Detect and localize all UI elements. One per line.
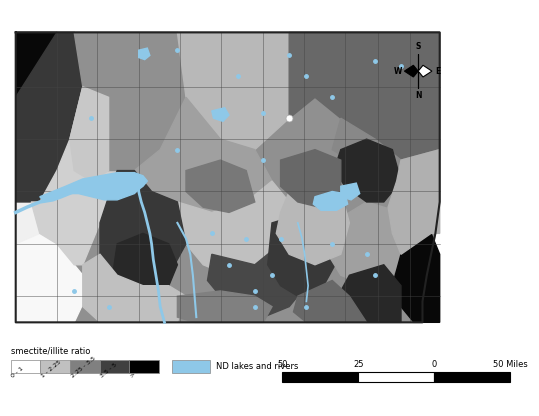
Text: > 5: > 5 bbox=[129, 368, 141, 379]
Text: 2.25 - 3.5: 2.25 - 3.5 bbox=[70, 356, 96, 379]
Polygon shape bbox=[332, 118, 440, 202]
Polygon shape bbox=[404, 65, 418, 77]
Bar bbox=[129, 360, 159, 373]
Text: 0: 0 bbox=[432, 360, 437, 369]
Text: W: W bbox=[394, 67, 403, 76]
Text: 0 - 1: 0 - 1 bbox=[11, 366, 25, 379]
Polygon shape bbox=[83, 254, 186, 322]
Bar bbox=[282, 372, 358, 382]
Text: 50: 50 bbox=[277, 360, 287, 369]
Bar bbox=[100, 360, 129, 373]
Bar bbox=[358, 372, 434, 382]
Text: S: S bbox=[416, 42, 421, 51]
Polygon shape bbox=[16, 32, 440, 322]
Polygon shape bbox=[40, 173, 147, 202]
Polygon shape bbox=[328, 202, 410, 286]
Polygon shape bbox=[388, 150, 440, 254]
Polygon shape bbox=[341, 183, 360, 200]
Polygon shape bbox=[74, 32, 186, 171]
Polygon shape bbox=[177, 32, 289, 150]
Text: ND lakes and rivers: ND lakes and rivers bbox=[216, 362, 298, 371]
Polygon shape bbox=[16, 202, 40, 244]
Polygon shape bbox=[208, 244, 306, 317]
Polygon shape bbox=[31, 87, 117, 265]
Text: 1 - 2.25: 1 - 2.25 bbox=[40, 360, 62, 379]
Text: smectite/illite ratio: smectite/illite ratio bbox=[11, 347, 90, 356]
Polygon shape bbox=[212, 108, 229, 121]
Polygon shape bbox=[139, 48, 150, 59]
Polygon shape bbox=[294, 280, 367, 322]
Polygon shape bbox=[313, 191, 348, 210]
Polygon shape bbox=[418, 65, 432, 77]
Polygon shape bbox=[177, 291, 272, 322]
Bar bbox=[172, 360, 210, 373]
Polygon shape bbox=[16, 32, 57, 97]
Polygon shape bbox=[281, 150, 341, 207]
Text: 50 Miles: 50 Miles bbox=[493, 360, 528, 369]
Polygon shape bbox=[70, 87, 108, 181]
Bar bbox=[40, 360, 70, 373]
Polygon shape bbox=[334, 139, 401, 202]
Text: E: E bbox=[436, 67, 441, 76]
Polygon shape bbox=[134, 97, 272, 213]
Polygon shape bbox=[177, 181, 289, 275]
Bar bbox=[70, 360, 100, 373]
Polygon shape bbox=[100, 171, 186, 286]
Polygon shape bbox=[392, 233, 440, 322]
Text: 25: 25 bbox=[353, 360, 363, 369]
Polygon shape bbox=[186, 160, 255, 213]
Polygon shape bbox=[341, 265, 401, 322]
Polygon shape bbox=[277, 181, 349, 265]
Text: N: N bbox=[415, 91, 421, 100]
Bar bbox=[11, 360, 40, 373]
Bar bbox=[434, 372, 510, 382]
Polygon shape bbox=[289, 32, 440, 160]
Text: 3.5 - 5: 3.5 - 5 bbox=[100, 362, 118, 379]
Polygon shape bbox=[16, 32, 83, 202]
Polygon shape bbox=[113, 233, 177, 296]
Polygon shape bbox=[268, 213, 341, 296]
Polygon shape bbox=[16, 233, 92, 322]
